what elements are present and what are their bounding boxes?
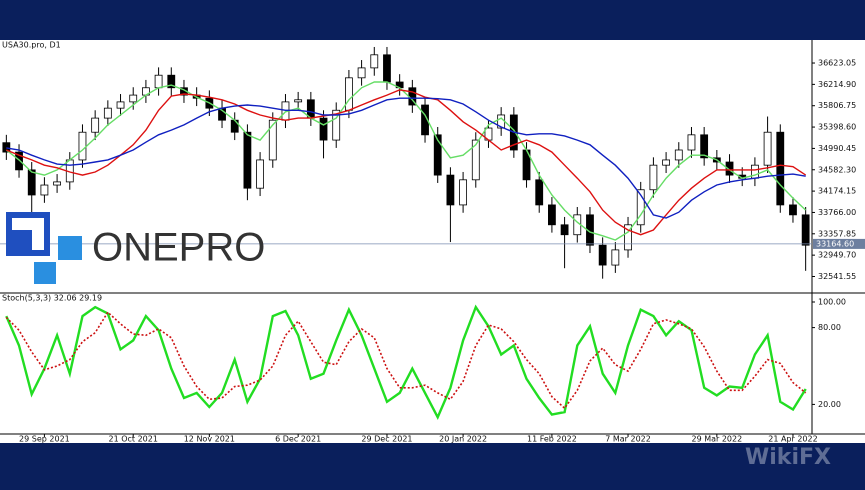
x-tick-label: 29 Dec 2021 <box>361 435 412 444</box>
candle-body <box>15 151 23 171</box>
candle-body <box>763 131 772 166</box>
marks: 32541.55 32949.70 33357.85 33766.00 34174.15… <box>0 46 865 444</box>
candle-body <box>256 159 264 189</box>
candle-body <box>459 179 467 206</box>
candle-body <box>357 67 366 79</box>
candle-body <box>370 54 379 69</box>
logo-square <box>34 262 56 284</box>
line <box>5 304 807 420</box>
candle-body <box>383 54 391 83</box>
logo: ONEPRO <box>6 212 265 284</box>
candle-body <box>776 131 785 206</box>
y-tick-label: 36623.05 <box>818 59 856 68</box>
candle-body <box>53 181 61 186</box>
candle-body <box>91 117 100 133</box>
y-tick-label: 34582.30 <box>818 165 856 174</box>
candle-body <box>129 94 138 103</box>
x-tick-label: 21 Oct 2021 <box>108 435 157 444</box>
candle-body <box>801 214 810 246</box>
y-tick-label: 34174.15 <box>818 187 856 196</box>
y-tick-label: 100.00 <box>818 298 846 307</box>
candle-body <box>345 77 353 111</box>
candle-body <box>243 131 252 189</box>
candle-body <box>725 161 734 176</box>
logo-square <box>6 230 32 256</box>
candle-body <box>116 101 125 109</box>
candle-body <box>649 164 658 191</box>
candle-body <box>535 179 544 206</box>
candle-body <box>674 149 683 161</box>
bottom-band <box>0 443 865 486</box>
candle-body <box>27 169 36 196</box>
candle-body <box>433 134 442 176</box>
candle-body <box>167 74 176 89</box>
logo-text: ONEPRO <box>92 226 265 270</box>
x-tick-label: 20 Jan 2022 <box>439 435 487 444</box>
chart-title: USA30.pro, D1 <box>2 41 61 50</box>
y-tick-label: 34990.45 <box>818 144 856 153</box>
candle-body <box>548 204 556 226</box>
candle-body <box>154 74 163 89</box>
candle-body <box>446 174 455 206</box>
x-tick-label: 6 Dec 2021 <box>275 435 321 444</box>
candle-body <box>560 224 569 236</box>
y-tick-label: 35398.60 <box>818 123 856 132</box>
x-tick-label: 29 Sep 2021 <box>19 435 70 444</box>
candle-body <box>319 117 328 141</box>
line <box>6 89 807 236</box>
x-tick-label: 29 Mar 2022 <box>691 435 742 444</box>
y-tick-label: 32949.70 <box>818 251 856 260</box>
candle-body <box>700 134 709 159</box>
candle-body <box>598 244 607 266</box>
candle-body <box>789 204 797 216</box>
y-tick-label: 32541.55 <box>818 272 856 281</box>
top-band <box>0 0 865 40</box>
candle-body <box>294 99 303 103</box>
current-price-label: 33164.60 <box>816 239 854 248</box>
current-price-box <box>813 238 865 249</box>
y-tick-label: 36214.90 <box>818 80 856 89</box>
y-tick-label: 80.00 <box>818 323 841 332</box>
candle-body <box>40 184 49 196</box>
stoch-title: Stoch(5,3,3) 32.06 29.19 <box>2 294 102 303</box>
x-tick-label: 21 Apr 2022 <box>768 435 817 444</box>
y-tick-label: 20.00 <box>818 400 841 409</box>
chart-area <box>0 40 865 443</box>
candle-body <box>624 224 632 251</box>
line <box>6 97 806 219</box>
candle-body <box>421 104 429 136</box>
candle-body <box>636 189 645 226</box>
candle-body <box>611 249 620 266</box>
candle-body <box>103 107 112 119</box>
candle-body <box>471 139 480 181</box>
candle-body <box>662 159 670 166</box>
y-tick-label: 33766.00 <box>818 208 856 217</box>
candle-body <box>332 109 341 141</box>
x-tick-label: 12 Nov 2021 <box>184 435 235 444</box>
x-tick-label: 7 Mar 2022 <box>605 435 651 444</box>
y-tick-label: 33357.85 <box>818 229 856 238</box>
x-tick-label: 11 Feb 2022 <box>527 435 577 444</box>
candle-body <box>687 134 696 151</box>
candle-body <box>2 142 11 153</box>
line <box>5 81 807 241</box>
logo-square <box>58 236 82 260</box>
watermark: WikiFX <box>745 445 831 470</box>
candle-body <box>268 119 277 161</box>
candle-body <box>78 131 87 161</box>
y-tick-label: 35806.75 <box>818 101 856 110</box>
